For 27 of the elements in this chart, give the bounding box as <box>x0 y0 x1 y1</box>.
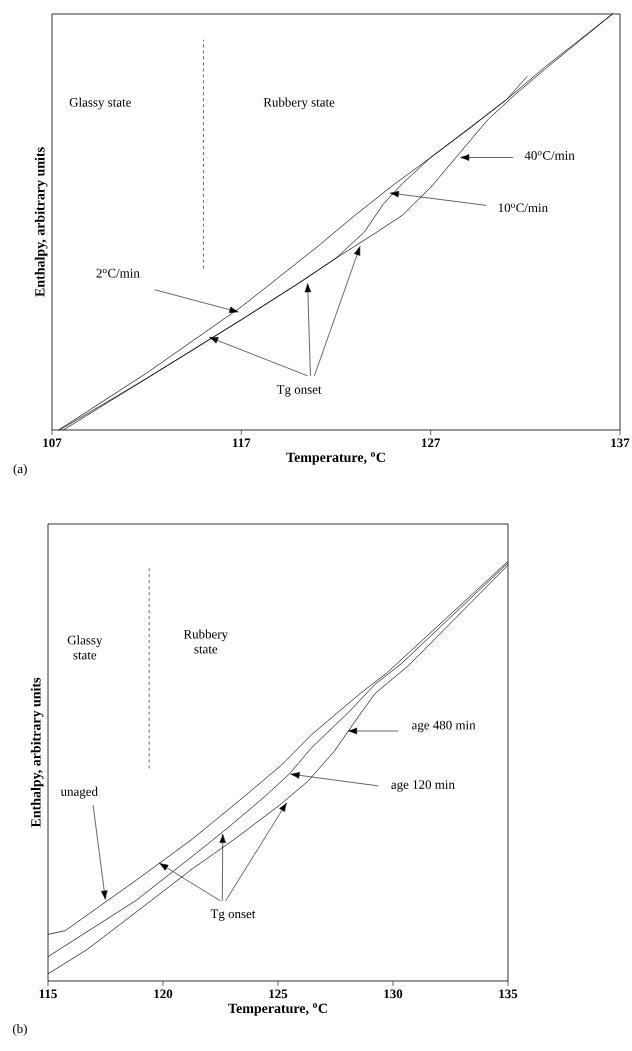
text: (b) <box>12 1024 27 1036</box>
x-tick-label: 130 <box>384 989 403 999</box>
text: (a) <box>13 464 27 476</box>
x-tick-label: 120 <box>154 989 173 999</box>
annotation: Glassy state <box>69 97 131 110</box>
annotation: 2$^{o}$C/min <box>96 268 140 278</box>
annotation: Tg onset <box>276 385 322 397</box>
x-tick-label: 117 <box>233 438 251 448</box>
x-tick-label: 125 <box>269 989 288 999</box>
annotation: Rubbery state <box>183 629 229 654</box>
x-tick-label: 115 <box>39 989 57 999</box>
annotation: age 480 min <box>412 720 476 733</box>
annotation: Tg onset <box>210 909 256 921</box>
annotation: Glassy state <box>67 635 103 660</box>
annotation: age 120 min <box>391 780 455 792</box>
x-tick-label: 127 <box>421 438 441 448</box>
annotation: unaged <box>60 786 98 799</box>
x-axis-title: Temperature, $^{o}$C <box>228 1003 327 1016</box>
x-tick-label: 107 <box>43 438 62 448</box>
y-axis-title: Enthalpy, arbitrary units <box>34 147 48 297</box>
annotation: 40$^{o}$C/min <box>524 151 575 160</box>
x-tick-label: 137 <box>611 438 630 448</box>
y-axis-title: Enthalpy, arbitrary units <box>30 677 44 828</box>
x-axis-title: Temperature, $^{o}$C <box>286 452 385 465</box>
annotation: 10$^{o}$C/min <box>498 203 548 213</box>
x-tick-label: 135 <box>499 989 518 999</box>
annotation: Rubbery state <box>263 97 335 110</box>
